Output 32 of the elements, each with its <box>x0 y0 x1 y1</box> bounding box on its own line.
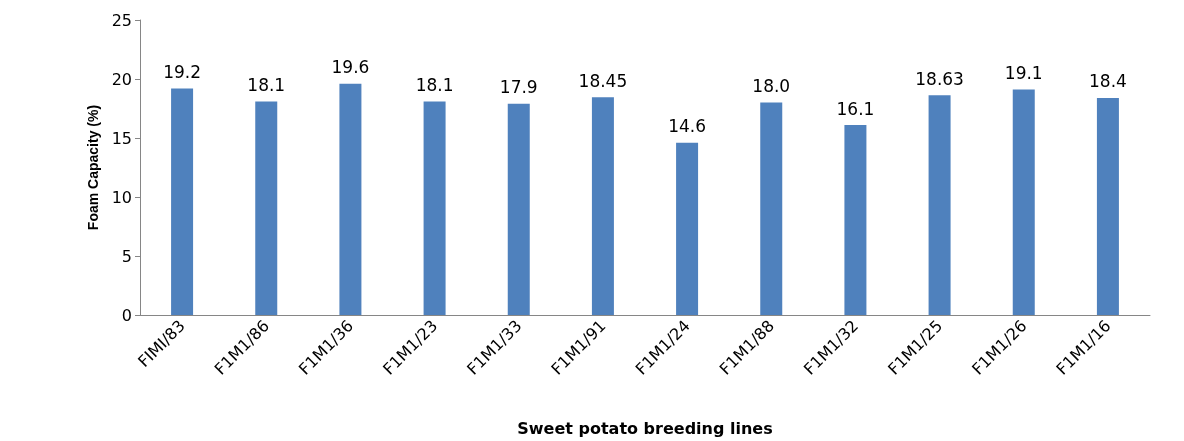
y-tick-label: 20 <box>111 69 132 89</box>
data-label: 18.0 <box>752 76 791 97</box>
data-label: 16.1 <box>836 98 875 119</box>
bar <box>339 83 362 315</box>
y-tick-label: 15 <box>111 128 132 148</box>
bar <box>507 103 530 315</box>
bar <box>255 101 278 315</box>
y-axis-title: Foam Capacity (%) <box>85 104 101 231</box>
y-tick-label: 5 <box>121 246 132 266</box>
y-tick-label: 25 <box>111 10 132 30</box>
bar <box>591 97 614 315</box>
data-label: 18.63 <box>915 68 964 89</box>
bar <box>171 88 194 315</box>
x-axis-title: Sweet potato breeding lines <box>517 418 773 438</box>
bar <box>1012 89 1035 315</box>
data-label: 19.1 <box>1004 63 1043 84</box>
data-label: 17.9 <box>499 77 538 98</box>
y-tick-label: 10 <box>111 187 132 207</box>
data-label: 18.4 <box>1088 71 1127 92</box>
data-label: 18.1 <box>247 74 286 95</box>
bar <box>1096 97 1119 315</box>
data-label: 14.6 <box>668 116 707 137</box>
data-label: 19.2 <box>163 61 202 82</box>
bar <box>928 95 951 315</box>
data-label: 18.1 <box>415 74 454 95</box>
y-tick-label: 0 <box>121 305 132 325</box>
data-label: 18.45 <box>578 70 628 91</box>
bar <box>760 102 783 315</box>
data-label: 19.6 <box>331 57 370 78</box>
bar <box>423 101 446 315</box>
bar <box>844 125 867 315</box>
bar <box>676 142 699 315</box>
